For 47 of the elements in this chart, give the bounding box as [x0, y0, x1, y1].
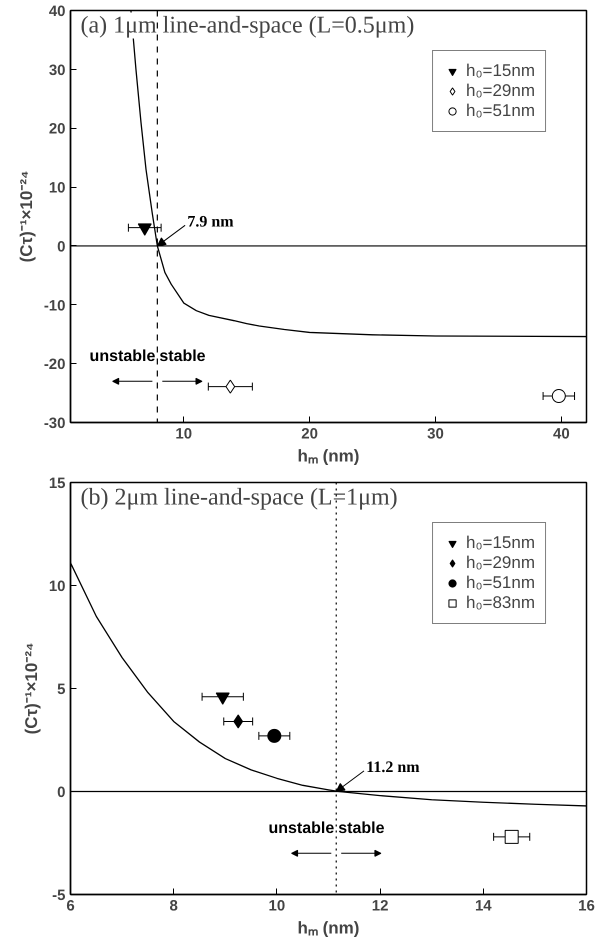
x-tick-label: 14 [474, 898, 492, 914]
y-tick-label: 10 [48, 578, 66, 595]
y-tick-label: -10 [44, 297, 66, 314]
point [552, 389, 566, 403]
point [138, 223, 152, 236]
legend-label: h₀=15nm [466, 61, 535, 81]
x-tick-label: 40 [552, 426, 570, 442]
legend-label: h₀=29nm [466, 81, 535, 101]
point [504, 830, 519, 844]
y-tick-label: -5 [52, 887, 66, 904]
y-tick-label: -20 [44, 356, 66, 374]
point [233, 714, 244, 728]
y-axis-title: (Cτ)⁻¹×10⁻²⁴ [22, 642, 41, 734]
y-tick-label: 5 [57, 681, 66, 698]
annotation: stable [159, 348, 206, 365]
x-tick-label: 16 [578, 898, 595, 914]
y-tick-label: 10 [48, 180, 66, 197]
x-tick-label: 30 [427, 426, 444, 442]
point [267, 728, 282, 743]
chart-title: (a) 1μm line-and-space (L=0.5μm) [80, 12, 414, 38]
legend-label: h₀=51nm [466, 101, 535, 121]
annotation: unstable [268, 820, 334, 837]
legend-label: h₀=15nm [466, 533, 535, 553]
x-axis-title: hₘ (nm) [298, 446, 360, 466]
y-tick-label: -30 [44, 415, 66, 432]
x-tick-label: 6 [66, 898, 75, 914]
x-axis-title: hₘ (nm) [298, 918, 360, 938]
x-tick-label: 10 [268, 898, 286, 914]
y-tick-label: 0 [57, 238, 66, 256]
annotation: 7.9 nm [187, 213, 234, 230]
y-axis-title: (Cτ)⁻¹×10⁻²⁴ [16, 170, 36, 262]
x-tick-label: 10 [175, 426, 192, 442]
x-tick-label: 8 [170, 898, 178, 914]
y-tick-label: 30 [48, 62, 66, 79]
annotation: unstable [90, 348, 156, 365]
legend-label: h₀=29nm [466, 553, 535, 573]
x-tick-label: 20 [301, 426, 318, 442]
x-tick-label: 12 [372, 898, 388, 914]
y-tick-label: 20 [48, 120, 66, 138]
legend-label: h₀=51nm [466, 573, 535, 593]
y-tick-label: 15 [48, 475, 66, 492]
chart-title: (b) 2μm line-and-space (L=1μm) [80, 484, 398, 510]
y-tick-label: 40 [48, 3, 66, 20]
y-tick-label: 0 [57, 784, 66, 801]
annotation: stable [338, 820, 385, 837]
legend-label: h₀=83nm [466, 593, 535, 613]
annotation: 11.2 nm [366, 759, 420, 776]
